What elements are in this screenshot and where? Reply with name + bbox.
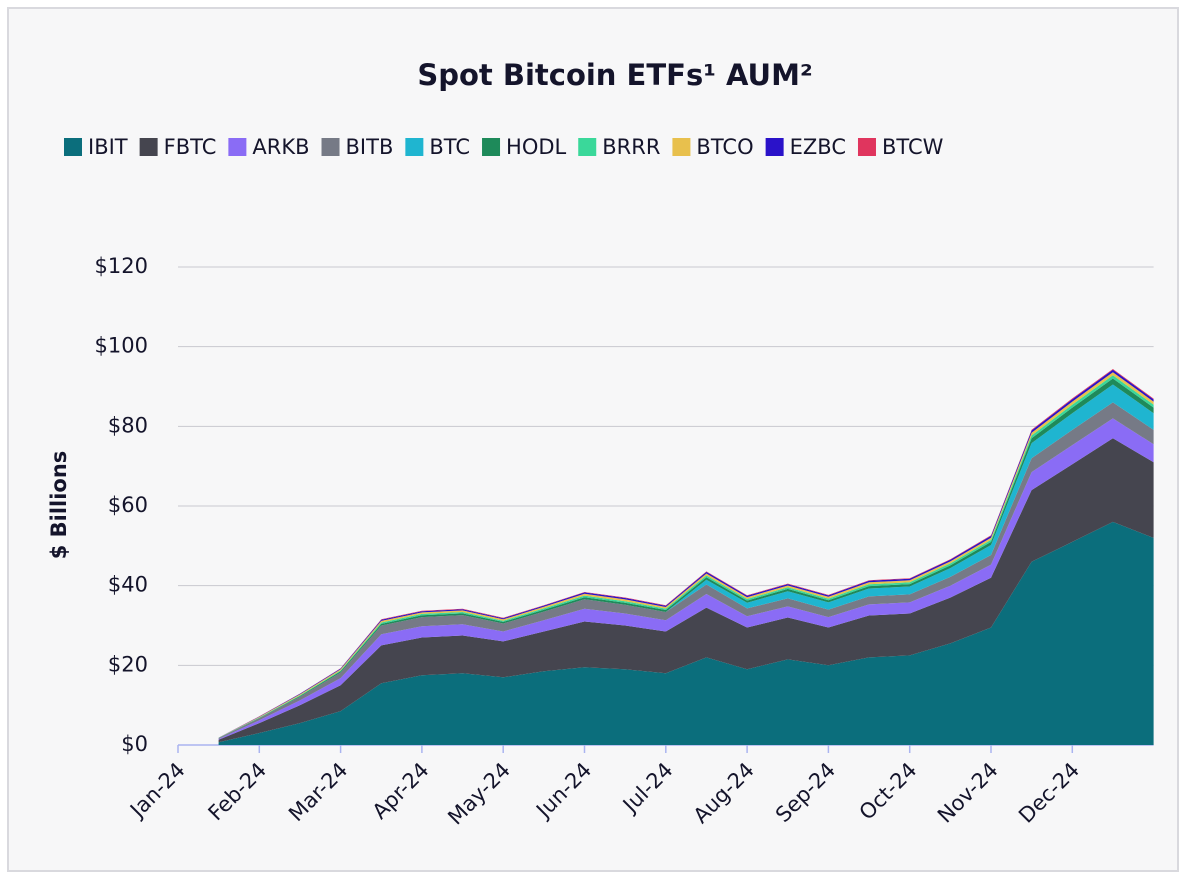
legend-label: BTCW: [882, 135, 944, 159]
legend-label: BITB: [346, 135, 394, 159]
legend-swatch: [578, 138, 597, 156]
y-tick-label: $40: [108, 573, 148, 597]
area: [218, 438, 1154, 743]
legend-swatch: [228, 138, 247, 156]
legend-swatch: [64, 138, 82, 156]
chart-title: Spot Bitcoin ETFs¹ AUM²: [417, 58, 812, 92]
legend-label: ARKB: [252, 135, 309, 159]
legend-label: BTCO: [696, 135, 753, 159]
area: [218, 378, 1154, 739]
legend-swatch: [482, 138, 501, 156]
y-tick-label: $120: [95, 254, 148, 278]
legend-label: BTC: [429, 135, 470, 159]
legend-swatch: [765, 138, 784, 156]
legend-swatch: [321, 138, 340, 156]
y-tick-label: $60: [108, 493, 148, 517]
legend-label: IBIT: [88, 135, 128, 159]
area: [218, 521, 1154, 745]
y-tick-label: $100: [95, 334, 148, 358]
area: [218, 418, 1154, 740]
y-tick-label: $20: [108, 652, 148, 676]
legend-label: EZBC: [790, 135, 846, 159]
legend-label: FBTC: [164, 135, 217, 159]
legend-label: HODL: [506, 135, 566, 159]
area: [218, 384, 1154, 739]
y-tick-label: $80: [108, 413, 148, 437]
y-axis-label: $ Billions: [47, 451, 71, 560]
legend-swatch: [405, 138, 424, 156]
legend-label: BRRR: [602, 135, 660, 159]
legend-swatch: [139, 138, 158, 156]
y-tick-label: $0: [121, 732, 148, 756]
legend-swatch: [857, 138, 876, 156]
legend-swatch: [672, 138, 691, 156]
area: [218, 402, 1154, 739]
